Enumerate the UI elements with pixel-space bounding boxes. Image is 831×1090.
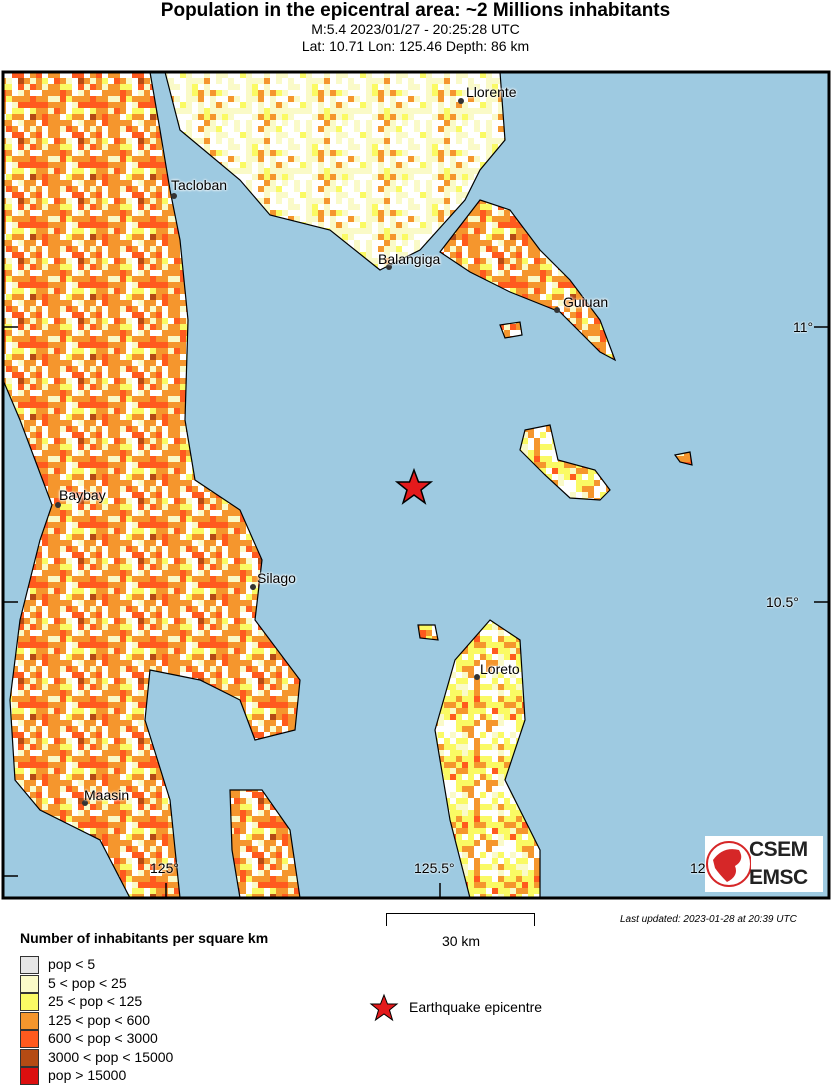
place-silago: Silago xyxy=(257,570,296,586)
small-island xyxy=(499,321,523,339)
legend-swatch xyxy=(20,1067,39,1085)
leyte-landmass xyxy=(3,72,301,898)
legend-swatch xyxy=(20,1048,39,1067)
samar-landmass xyxy=(164,72,506,271)
southern-peninsula xyxy=(229,789,301,898)
legend-label: pop > 15000 xyxy=(48,1067,127,1083)
logo-emsc: EMSC xyxy=(749,866,808,889)
scale-bar xyxy=(386,913,535,926)
legend-swatch xyxy=(20,1030,39,1048)
legend-swatch xyxy=(20,1011,39,1030)
lon-label-125-5: 125.5° xyxy=(414,860,455,876)
globe-icon xyxy=(706,841,751,887)
small-island-east xyxy=(673,451,693,466)
legend-label: 25 < pop < 125 xyxy=(48,993,143,1009)
map-title: Population in the epicentral area: ~2 Mi… xyxy=(160,0,671,21)
legend-label: 5 < pop < 25 xyxy=(48,974,127,991)
legend-swatch xyxy=(20,974,39,993)
last-updated: Last updated: 2023-01-28 at 20:39 UTC xyxy=(620,914,797,925)
dinagat-landmass xyxy=(434,619,541,898)
csem-emsc-logo: CSEM EMSC xyxy=(705,836,823,892)
legend-swatch xyxy=(20,993,39,1011)
legend-star-icon xyxy=(369,993,399,1022)
legend-label: 600 < pop < 3000 xyxy=(48,1030,158,1046)
place-guiuan: Guiuan xyxy=(563,294,609,310)
guiuan-peninsula xyxy=(439,199,617,362)
lat-label-11: 11° xyxy=(793,319,814,335)
lat-label-10-5: 10.5° xyxy=(766,594,799,610)
place-llorente: Llorente xyxy=(466,84,517,100)
small-island-south xyxy=(417,624,439,641)
event-info: M:5.4 2023/01/27 - 20:25:28 UTC xyxy=(311,21,520,37)
place-markers xyxy=(55,98,560,806)
legend-swatch xyxy=(20,956,39,974)
map-frame xyxy=(1,70,831,900)
legend-label: 125 < pop < 600 xyxy=(48,1011,150,1028)
place-balangiga: Balangiga xyxy=(378,251,441,267)
place-loreto: Loreto xyxy=(480,661,520,677)
place-maasin: Maasin xyxy=(84,787,130,803)
legend-epicentre-label: Earthquake epicentre xyxy=(409,999,543,1015)
lon-label-125: 125° xyxy=(150,860,179,876)
place-tacloban: Tacloban xyxy=(171,177,228,193)
graticule-ticks xyxy=(3,326,829,898)
legend-label: 3000 < pop < 15000 xyxy=(48,1048,174,1065)
event-location: Lat: 10.71 Lon: 125.46 Depth: 86 km xyxy=(301,38,530,54)
place-baybay: Baybay xyxy=(59,487,106,503)
legend-label: pop < 5 xyxy=(48,956,96,972)
scale-bar-label: 30 km xyxy=(441,933,481,949)
logo-csem: CSEM xyxy=(749,838,808,861)
lon-label-126: 12 xyxy=(690,860,706,876)
east-island xyxy=(519,424,611,501)
red-star-icon xyxy=(394,467,434,505)
legend-title: Number of inhabitants per square km xyxy=(20,930,269,946)
